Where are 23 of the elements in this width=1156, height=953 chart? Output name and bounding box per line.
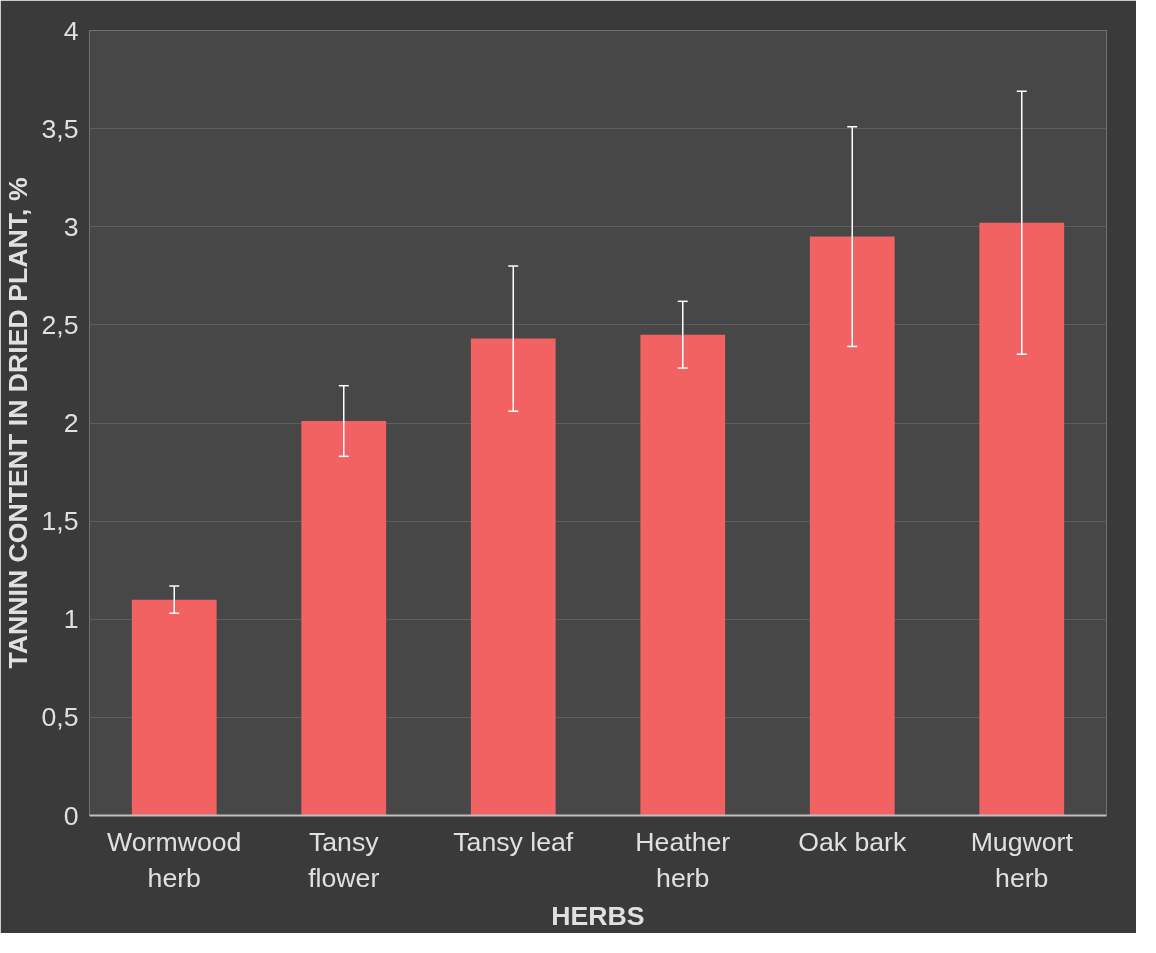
y-tick-label: 1,5: [41, 506, 79, 537]
x-tick-label: Heather herb: [635, 826, 731, 893]
y-tick-label: 1: [63, 604, 79, 635]
bar: [470, 338, 556, 816]
y-tick-label: 2,5: [41, 309, 79, 340]
bar: [131, 599, 217, 816]
x-tick-label: Tansy flower: [308, 826, 380, 893]
bar: [979, 222, 1065, 816]
x-tick-label: Wormwood herb: [107, 826, 242, 893]
y-tick-label: 0,5: [41, 702, 79, 733]
x-tick-label: Oak bark: [798, 826, 907, 857]
bar: [301, 421, 387, 816]
bar: [640, 334, 726, 816]
x-tick-label: Mugwort herb: [970, 826, 1074, 893]
x-tick-label: Tansy leaf: [453, 826, 574, 857]
y-tick-label: 2: [63, 408, 79, 438]
y-tick-label: 4: [63, 15, 79, 46]
y-axis-title: TANNIN CONTENT IN DRIED PLANT, %: [3, 177, 34, 669]
x-axis-title: HERBS: [551, 900, 645, 931]
bar: [809, 236, 895, 816]
y-tick-label: 3,5: [41, 113, 79, 144]
y-tick-label: 3: [63, 211, 79, 242]
y-tick-label: 0: [63, 800, 79, 831]
